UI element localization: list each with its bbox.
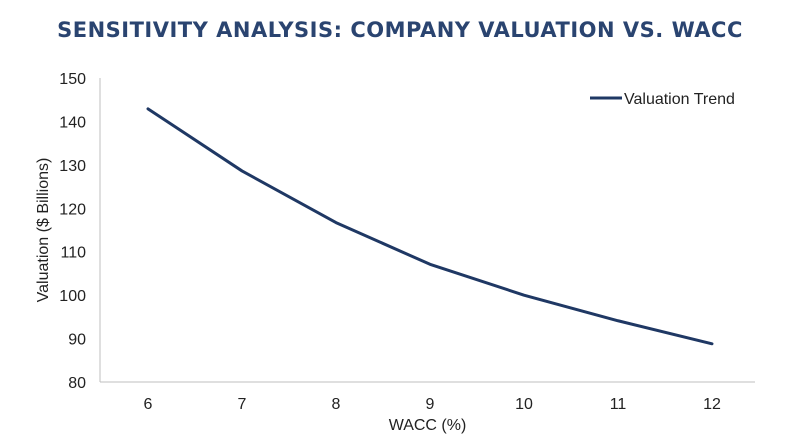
x-tick-label: 10 [515, 396, 533, 413]
x-tick-label: 12 [703, 396, 721, 413]
y-tick-label: 80 [68, 375, 86, 392]
y-axis-label: Valuation ($ Billions) [35, 158, 52, 303]
legend-label-valuation-trend: Valuation Trend [624, 91, 735, 108]
y-tick-label: 100 [59, 288, 86, 305]
y-tick-label: 110 [60, 245, 86, 262]
legend: Valuation Trend [590, 91, 735, 108]
y-tick-label: 140 [59, 114, 86, 131]
y-tick-label: 90 [68, 332, 86, 349]
x-tick-label: 7 [238, 396, 247, 413]
y-tick-label: 130 [59, 158, 86, 175]
x-tick-label: 11 [610, 396, 627, 413]
axes [99, 78, 755, 383]
x-tick-label: 6 [144, 396, 153, 413]
y-tick-labels: 80 90 100 110 120 130 140 150 [59, 71, 86, 392]
x-tick-labels: 6 7 8 9 10 11 12 [144, 396, 721, 413]
series-layer [146, 107, 714, 346]
chart-title: SENSITIVITY ANALYSIS: COMPANY VALUATION … [57, 18, 743, 42]
y-tick-label: 120 [59, 201, 86, 218]
series-line-valuation-trend [146, 107, 714, 346]
x-tick-label: 8 [332, 396, 341, 413]
x-tick-label: 9 [426, 396, 435, 413]
y-tick-label: 150 [59, 71, 86, 88]
x-axis-label: WACC (%) [389, 417, 467, 434]
